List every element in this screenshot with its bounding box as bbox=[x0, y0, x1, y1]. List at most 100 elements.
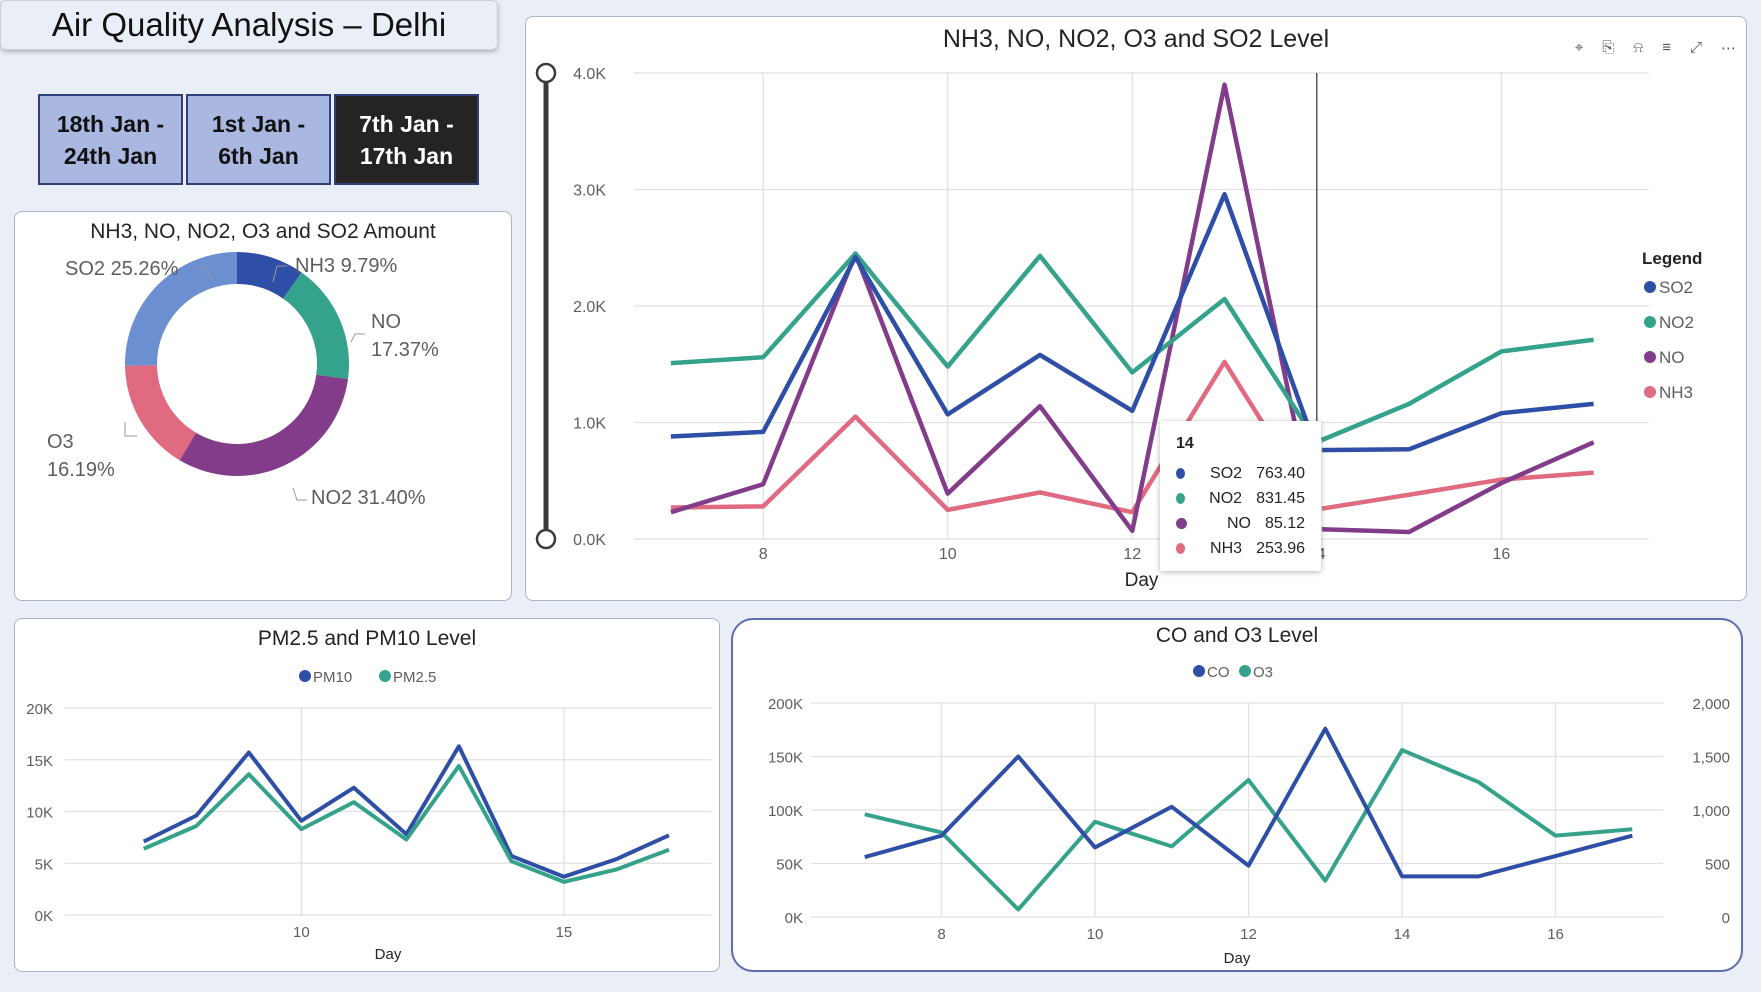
co-o3-line-chart[interactable]: 0K 50K 100K 150K 200K 0 500 1,000 1,500 2,000 8 10 1… bbox=[733, 620, 1741, 970]
y-range-slider-handle-bottom bbox=[535, 528, 557, 550]
tooltip-name: NH3 bbox=[1210, 539, 1243, 557]
pm-line-chart[interactable]: 0K 5K 10K 15K 20K 10 15 Day PM10 PM2.5 bbox=[15, 619, 719, 971]
series-line-pm10 bbox=[142, 744, 670, 879]
donut-label: NO bbox=[371, 311, 401, 333]
legend-marker bbox=[1644, 281, 1656, 293]
tooltip-value: 763.40 bbox=[1256, 464, 1305, 482]
legend-marker bbox=[379, 670, 391, 682]
legend-marker bbox=[1193, 665, 1205, 677]
donut-slice-no2 bbox=[179, 374, 348, 477]
filter-icon[interactable]: ≡ bbox=[1662, 39, 1671, 56]
donut-slice-no bbox=[283, 272, 349, 380]
legend-label: PM2.5 bbox=[393, 669, 436, 686]
x-axis-label: Day bbox=[1224, 950, 1251, 967]
y-tick-label: 20K bbox=[26, 701, 53, 718]
donut-label: SO2 25.26% bbox=[65, 258, 179, 280]
pollutant-level-line-card[interactable]: NH3, NO, NO2, O3 and SO2 Level ⌖ ⎘ ⍾ ≡ ⤢… bbox=[525, 16, 1747, 601]
pin-icon[interactable]: ⌖ bbox=[1574, 39, 1584, 56]
filter-button-1-6-jan[interactable]: 1st Jan - 6th Jan bbox=[186, 94, 331, 185]
series-line-so2 bbox=[670, 191, 1594, 453]
y-tick-label: 200K bbox=[768, 696, 803, 713]
series-line-co bbox=[864, 726, 1633, 879]
x-tick-label: 10 bbox=[1087, 926, 1104, 943]
donut-label-value: 17.37% bbox=[371, 339, 439, 361]
filter-button-7-17-jan[interactable]: 7th Jan - 17th Jan bbox=[334, 94, 479, 185]
hover-tooltip: 14 SO2 763.40 NO2 831.45 NO 85.12 NH3 253.96 bbox=[1160, 421, 1321, 571]
legend-marker bbox=[1239, 665, 1251, 677]
filter-button-18-24-jan[interactable]: 18th Jan - 24th Jan bbox=[38, 94, 183, 185]
donut-leader-line bbox=[195, 267, 212, 279]
x-axis-label: Day bbox=[375, 946, 402, 963]
y-tick-label: 2.0K bbox=[573, 299, 606, 316]
donut-slice-o3 bbox=[125, 365, 197, 461]
x-axis-label: Day bbox=[1125, 570, 1159, 591]
y-tick-label: 15K bbox=[26, 753, 53, 770]
series-line-pm25 bbox=[142, 763, 670, 884]
tooltip-name: NO2 bbox=[1209, 489, 1243, 507]
tooltip-title: 14 bbox=[1176, 435, 1194, 452]
y-tick-label: 10K bbox=[26, 805, 53, 822]
more-options-icon[interactable]: ⋯ bbox=[1721, 40, 1736, 57]
y-tick-label: 3.0K bbox=[573, 183, 606, 200]
page-title-text: Air Quality Analysis – Delhi bbox=[51, 6, 447, 43]
legend-marker bbox=[299, 670, 311, 682]
legend-label: NO bbox=[1659, 348, 1685, 367]
x-tick-label: 8 bbox=[937, 926, 945, 943]
pm-level-card[interactable]: PM2.5 and PM10 Level 0K 5K 10K 15K 20K 10 15 Da… bbox=[14, 618, 720, 972]
series-line-no2 bbox=[670, 251, 1594, 445]
co-o3-chart-title: CO and O3 Level bbox=[1155, 624, 1319, 647]
tooltip-dot bbox=[1176, 468, 1186, 479]
page-title: Air Quality Analysis – Delhi bbox=[0, 0, 498, 50]
pollutant-amount-donut-card[interactable]: NH3, NO, NO2, O3 and SO2 Amount NH3 9.79… bbox=[14, 211, 512, 601]
y-right-tick-label: 1,000 bbox=[1692, 803, 1730, 820]
co-o3-level-card[interactable]: CO and O3 Level 0K 50K 100K 150K 200K 0 500 1,0… bbox=[731, 618, 1743, 972]
y-tick-label: 4.0K bbox=[573, 66, 606, 83]
y-tick-label: 5K bbox=[35, 856, 53, 873]
pm-chart-title: PM2.5 and PM10 Level bbox=[257, 627, 477, 650]
series-line-nh3 bbox=[670, 359, 1594, 515]
donut-label: NO2 31.40% bbox=[311, 487, 426, 509]
line-chart-title: NH3, NO, NO2, O3 and SO2 Level bbox=[942, 25, 1330, 53]
x-tick-label: 15 bbox=[556, 924, 573, 941]
x-tick-label: 10 bbox=[293, 924, 310, 941]
y-tick-label: 50K bbox=[776, 857, 803, 874]
x-tick-label: 8 bbox=[759, 546, 768, 563]
tooltip-value: 85.12 bbox=[1264, 514, 1305, 532]
y-right-tick-label: 500 bbox=[1705, 857, 1730, 874]
series-line-no bbox=[670, 82, 1595, 535]
donut-leader-line bbox=[350, 333, 365, 343]
tooltip-name: NO bbox=[1226, 514, 1251, 532]
y-tick-label: 0K bbox=[785, 910, 803, 927]
donut-leader-line bbox=[124, 422, 137, 437]
tooltip-row-no: NO 85.12 bbox=[1176, 511, 1305, 536]
tooltip-dot bbox=[1176, 493, 1186, 504]
donut-label: O3 bbox=[47, 431, 74, 453]
donut-chart[interactable]: NH3 9.79% NO 17.37% NO2 31.40% O3 16.19% SO2 2… bbox=[15, 212, 511, 600]
copy-icon[interactable]: ⎘ bbox=[1602, 39, 1615, 56]
legend-marker bbox=[1644, 386, 1656, 398]
donut-leader-line bbox=[272, 265, 287, 283]
focus-mode-icon[interactable]: ⤢ bbox=[1689, 39, 1702, 56]
tooltip-value: 253.96 bbox=[1256, 539, 1305, 557]
tooltip-row-no2: NO2 831.45 bbox=[1176, 486, 1305, 511]
tooltip-row-nh3: NH3 253.96 bbox=[1176, 536, 1305, 561]
y-tick-label: 0K bbox=[35, 908, 53, 925]
tooltip-name: SO2 bbox=[1210, 464, 1243, 482]
series-line-o3 bbox=[864, 748, 1633, 912]
x-tick-label: 16 bbox=[1492, 546, 1510, 563]
legend-label: O3 bbox=[1253, 664, 1273, 681]
y-tick-label: 1.0K bbox=[573, 416, 606, 433]
tooltip-value: 831.45 bbox=[1256, 489, 1305, 507]
pollutant-line-chart[interactable]: 0.0K 1.0K 2.0K 3.0K 4.0K 8 10 12 14 16 Day Legend SO… bbox=[526, 17, 1746, 600]
legend-label: PM10 bbox=[313, 669, 352, 686]
donut-chart-title: NH3, NO, NO2, O3 and SO2 Amount bbox=[90, 220, 436, 243]
tooltip-row-so2: SO2 763.40 bbox=[1176, 461, 1305, 486]
donut-label: NH3 9.79% bbox=[295, 255, 397, 277]
tooltip-dot bbox=[1176, 518, 1187, 529]
donut-label-value: 16.19% bbox=[47, 459, 115, 481]
x-tick-label: 14 bbox=[1394, 926, 1411, 943]
bell-icon[interactable]: ⍾ bbox=[1633, 39, 1644, 56]
legend-label: SO2 bbox=[1659, 278, 1693, 297]
y-tick-label: 100K bbox=[768, 803, 803, 820]
x-tick-label: 12 bbox=[1240, 926, 1257, 943]
